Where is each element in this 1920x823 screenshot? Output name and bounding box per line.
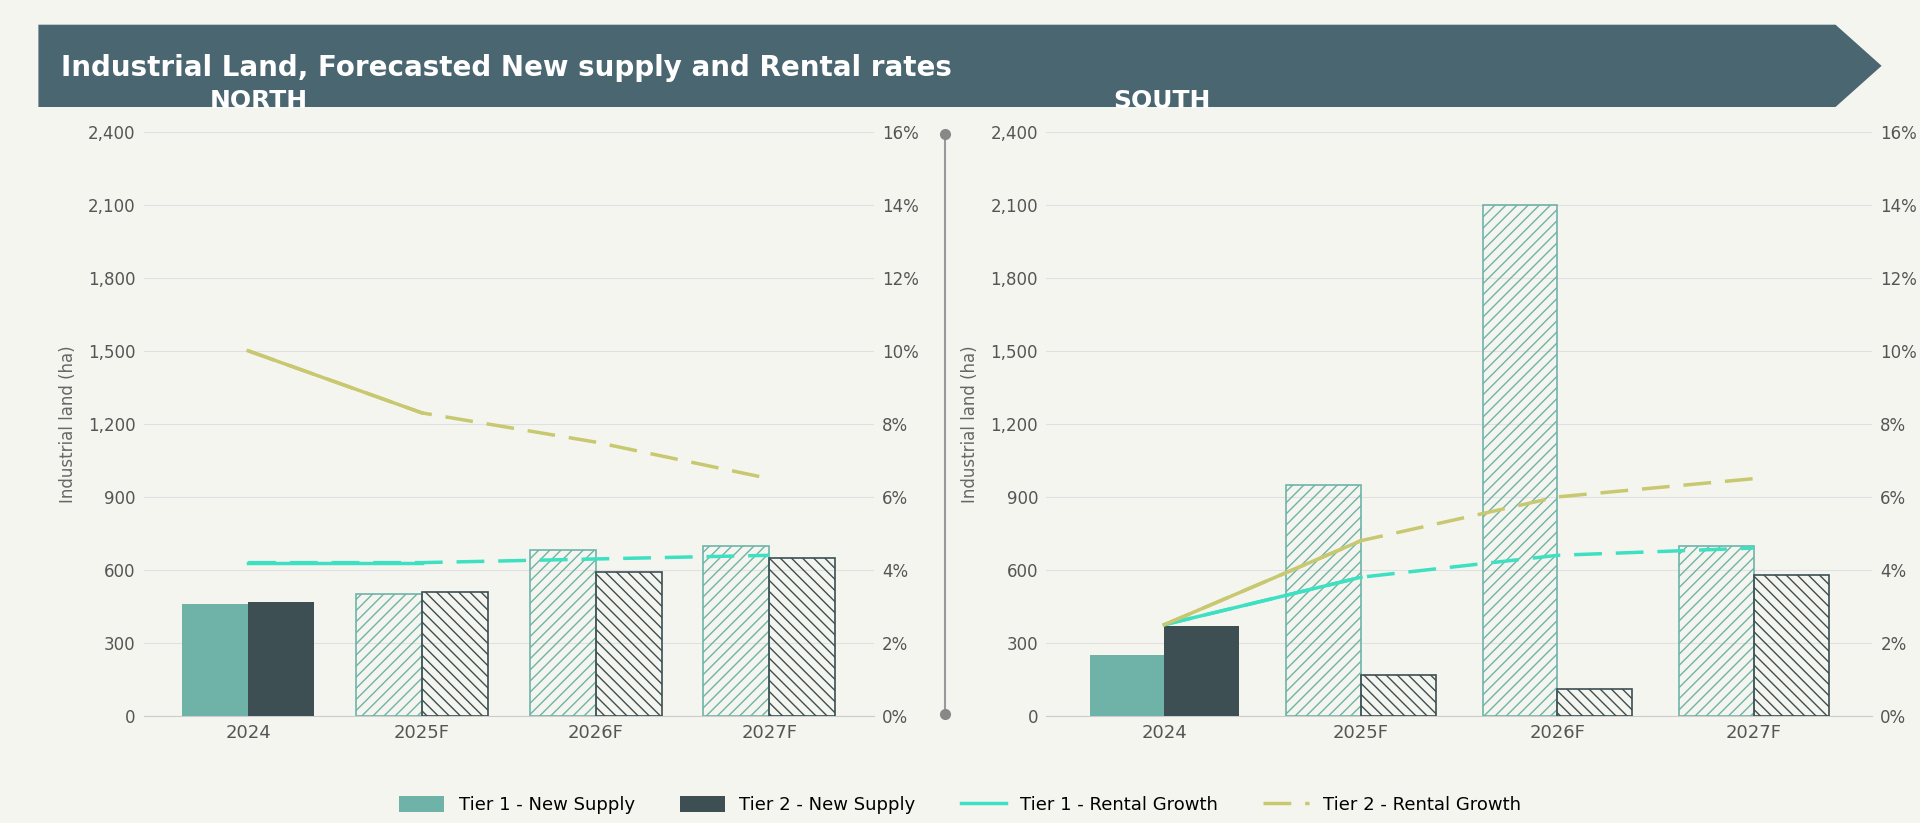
Bar bbox=[1164, 626, 1238, 716]
Bar bbox=[1755, 574, 1828, 716]
Bar bbox=[1557, 689, 1632, 716]
Bar bbox=[248, 602, 315, 716]
Y-axis label: Industrial land (ha): Industrial land (ha) bbox=[60, 345, 77, 503]
Polygon shape bbox=[38, 25, 1882, 107]
Text: NORTH: NORTH bbox=[209, 89, 309, 113]
Bar bbox=[530, 551, 595, 716]
Bar bbox=[355, 594, 422, 716]
Bar bbox=[1680, 546, 1755, 716]
Bar bbox=[1482, 205, 1557, 716]
Bar bbox=[595, 572, 662, 716]
Bar bbox=[703, 546, 770, 716]
Bar bbox=[1091, 655, 1164, 716]
Bar bbox=[182, 604, 248, 716]
Bar bbox=[770, 558, 835, 716]
Text: Industrial Land, Forecasted New supply and Rental rates: Industrial Land, Forecasted New supply a… bbox=[61, 54, 952, 82]
Bar bbox=[1361, 675, 1436, 716]
Bar bbox=[422, 592, 488, 716]
Legend: Tier 1 - New Supply, Tier 2 - New Supply, Tier 1 - Rental Growth, Tier 2 - Renta: Tier 1 - New Supply, Tier 2 - New Supply… bbox=[399, 796, 1521, 814]
Bar bbox=[1286, 485, 1361, 716]
Text: SOUTH: SOUTH bbox=[1114, 89, 1210, 113]
Y-axis label: Industrial land (ha): Industrial land (ha) bbox=[962, 345, 979, 503]
